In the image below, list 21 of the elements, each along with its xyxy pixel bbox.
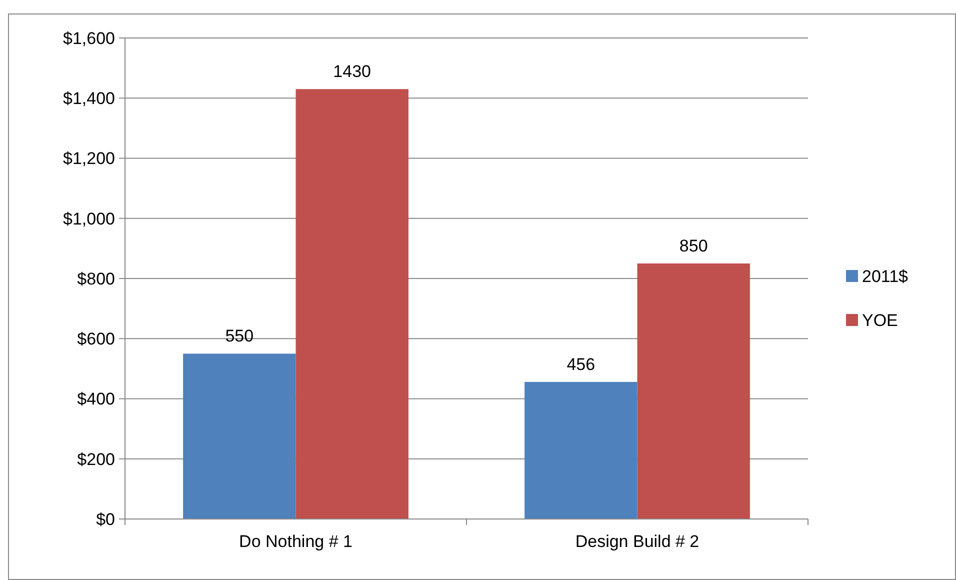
y-tick-label: $1,400 [63,89,115,108]
x-tick-label: Design Build # 2 [575,532,700,551]
y-tick-label: $400 [77,390,115,409]
data-label: 850 [679,236,708,256]
y-tick-label: $0 [96,510,115,529]
bar [524,382,638,519]
y-tick-label: $1,000 [63,209,115,228]
y-tick-label: $800 [77,269,115,288]
y-tick-label: $200 [77,450,115,469]
legend-label: 2011$ [862,266,909,286]
data-label: 550 [225,326,254,346]
bar [183,354,296,519]
y-tick-label: $1,200 [63,149,115,168]
x-tick-label: Do Nothing # 1 [239,532,352,551]
data-label: 1430 [333,62,372,82]
bar [296,89,408,519]
legend-label: YOE [862,310,898,330]
bar [637,263,750,519]
data-label: 456 [566,354,596,374]
y-tick-label: $600 [77,330,115,349]
y-tick-label: $1,600 [63,28,115,48]
